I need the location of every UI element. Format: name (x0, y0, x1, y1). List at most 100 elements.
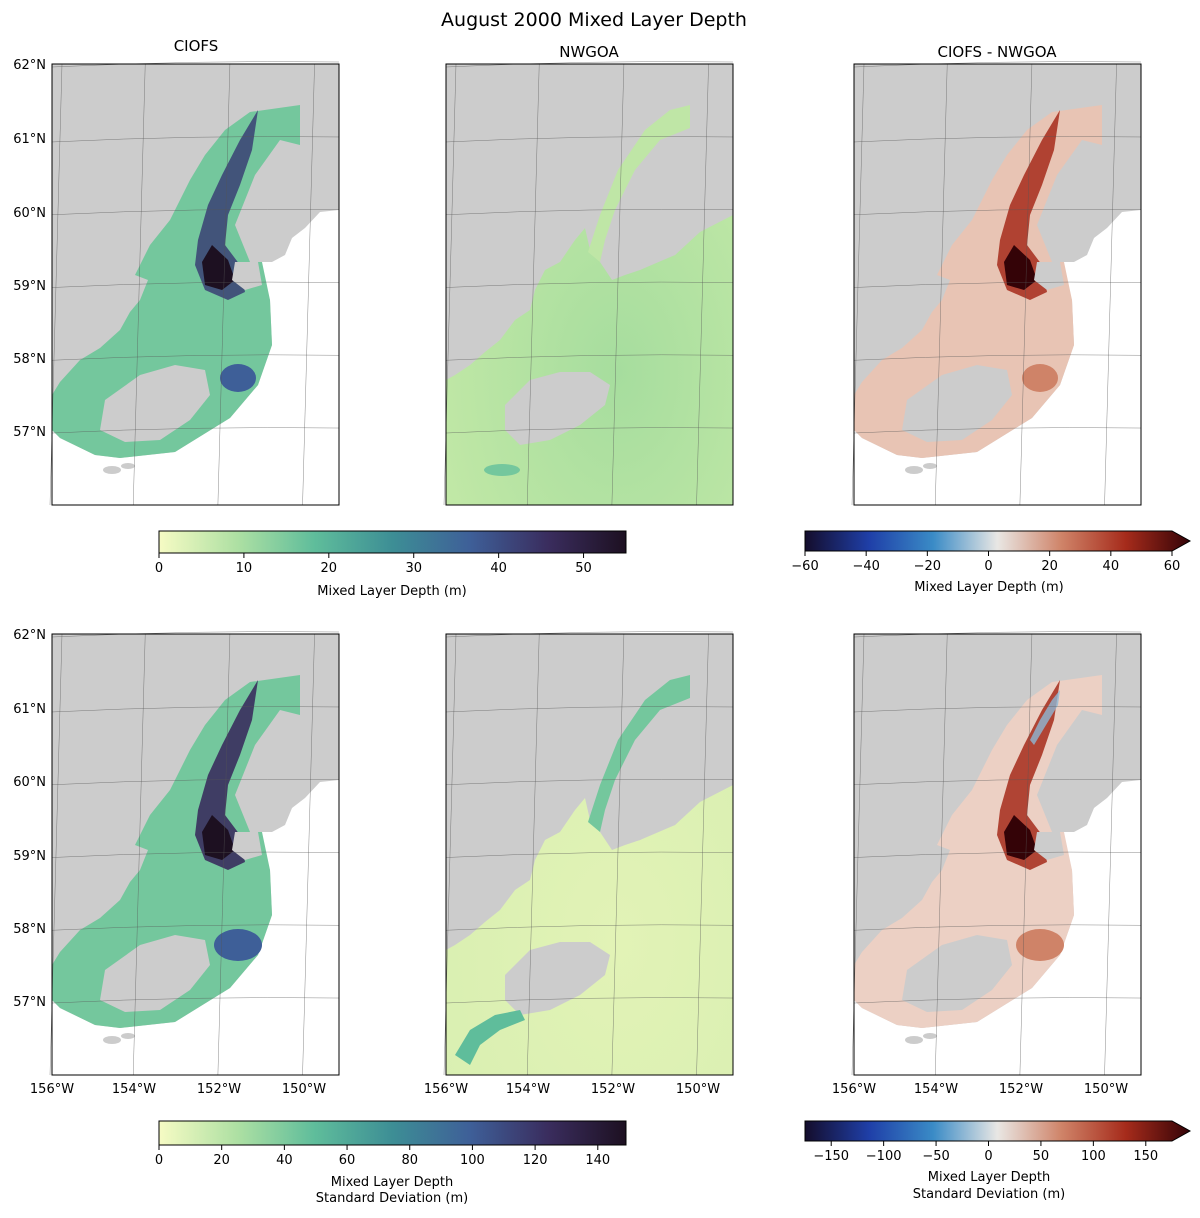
longitude-gridline (934, 63, 948, 506)
kenai-land (615, 775, 733, 845)
negative-strip (1030, 690, 1060, 745)
latitude-gridline (445, 427, 734, 434)
longitude-gridline (132, 633, 146, 1076)
latitude-gridline (445, 851, 734, 858)
colorbar-tick-label: −20 (914, 559, 941, 574)
kodiak-island (902, 365, 1012, 442)
panel-title-ciofs: CIOFS (174, 37, 219, 55)
lat-tick-label: 59°N (13, 849, 46, 864)
small-island (923, 1033, 937, 1039)
latitude-gridline (51, 997, 340, 1004)
latitude-gridline (51, 281, 340, 288)
colorbar-gradient (158, 1120, 627, 1146)
colorbar-tick-label: −50 (922, 1149, 949, 1164)
latitude-gridline (445, 136, 734, 143)
colorbar-label: Mixed Layer Depth (331, 1175, 453, 1190)
lat-tick-label: 58°N (13, 922, 46, 937)
lat-tick-label: 60°N (13, 775, 46, 790)
colorbar-tick-label: 60 (339, 1153, 356, 1168)
latitude-gridline (853, 136, 1142, 143)
map-panel-ciofs-mean: CIOFS 62°N 61°N 60°N 59°N 58°N 57°N (13, 37, 340, 506)
colorbar-tick-label: 100 (1081, 1149, 1106, 1164)
latitude-gridline (853, 281, 1142, 288)
colorbar-tick-label: 30 (405, 561, 422, 576)
latitude-gridline (51, 427, 340, 434)
latitude-gridline (445, 997, 734, 1004)
open-ocean-area (854, 210, 1141, 505)
colorbar-label: Mixed Layer Depth (m) (914, 580, 1063, 595)
latitude-gridline (51, 136, 340, 143)
latitude-gridline (445, 281, 734, 288)
panel-frame (853, 63, 1142, 506)
lon-tick-label: 156°W (30, 1082, 74, 1097)
small-island (905, 1036, 923, 1044)
colorbar-tick-label: 0 (155, 561, 163, 576)
colorbar-tick-label: 0 (984, 559, 992, 574)
panel-frame (445, 63, 734, 506)
colorbar-tick-label: 80 (401, 1153, 418, 1168)
latitude-gridline (445, 706, 734, 713)
latitude-gridline (853, 354, 1142, 361)
lon-tick-label: 152°W (197, 1082, 241, 1097)
colorbar-tick-label: 100 (460, 1153, 485, 1168)
longitude-gridline (611, 633, 625, 1076)
longitude-gridline (217, 63, 231, 506)
positive-eddy (1022, 364, 1058, 392)
small-island (121, 1033, 135, 1039)
lon-tick-label: 156°W (424, 1082, 468, 1097)
colorbar-label: Standard Deviation (m) (913, 1187, 1065, 1202)
colorbar-tick-label: −60 (791, 559, 818, 574)
positive-core (1004, 245, 1037, 290)
colorbar-tick-label: 60 (1164, 559, 1181, 574)
colorbar-tick-label: 20 (213, 1153, 230, 1168)
open-ocean-area (52, 780, 339, 1075)
kodiak-island (902, 935, 1012, 1012)
lat-tick-label: 57°N (13, 995, 46, 1010)
lon-tick-label: 150°W (1084, 1082, 1128, 1097)
lon-tick-labels: 156°W 154°W 152°W 150°W (424, 1082, 720, 1097)
kenai-peninsula (1034, 832, 1064, 860)
colorbar-tick-label: 0 (155, 1153, 163, 1168)
latitude-gridline (445, 779, 734, 785)
longitude-gridline (526, 63, 540, 506)
latitude-gridline (853, 851, 1142, 858)
lon-tick-labels: 156°W 154°W 152°W 150°W (30, 1082, 326, 1097)
shelf-jet (455, 1010, 525, 1065)
kodiak-island (505, 372, 610, 445)
longitude-gridline (1104, 633, 1117, 1076)
longitude-gridline (526, 633, 540, 1076)
colorbar-label: Standard Deviation (m) (316, 1191, 468, 1206)
colorbar-tick-label: −40 (852, 559, 879, 574)
colorbar-tick-label: −100 (866, 1149, 902, 1164)
shelf-feature (484, 464, 520, 476)
lon-tick-label: 150°W (282, 1082, 326, 1097)
latitude-gridline (51, 209, 340, 215)
colorbar-label: Mixed Layer Depth (m) (317, 584, 466, 599)
kenai-peninsula (232, 262, 262, 290)
lat-tick-label: 61°N (13, 132, 46, 147)
latitude-gridline (853, 706, 1142, 713)
colorbar-mld-std-difference: −150 −100 −50 0 50 100 150 Mixed Layer Depth S… (804, 1120, 1192, 1202)
latitude-gridline (853, 997, 1142, 1004)
positive-eddy (1016, 929, 1064, 961)
latitude-gridline (853, 631, 1142, 638)
lat-tick-label: 62°N (13, 628, 46, 643)
deep-core (202, 245, 235, 290)
lon-tick-label: 154°W (506, 1082, 550, 1097)
latitude-gridline (853, 209, 1142, 215)
colorbar-tick-label: 140 (585, 1153, 610, 1168)
lat-tick-label: 62°N (13, 58, 46, 73)
lon-tick-label: 154°W (914, 1082, 958, 1097)
lon-tick-label: 154°W (112, 1082, 156, 1097)
lat-tick-label: 58°N (13, 352, 46, 367)
small-island (923, 463, 937, 469)
longitude-gridline (302, 633, 315, 1076)
longitude-gridline (696, 633, 709, 1076)
lon-tick-label: 152°W (999, 1082, 1043, 1097)
small-island (103, 1036, 121, 1044)
inlet-water (588, 675, 690, 832)
colorbar-tick-label: 50 (1033, 1149, 1050, 1164)
mainland-alaska (446, 64, 733, 380)
longitude-gridline (1019, 63, 1033, 506)
